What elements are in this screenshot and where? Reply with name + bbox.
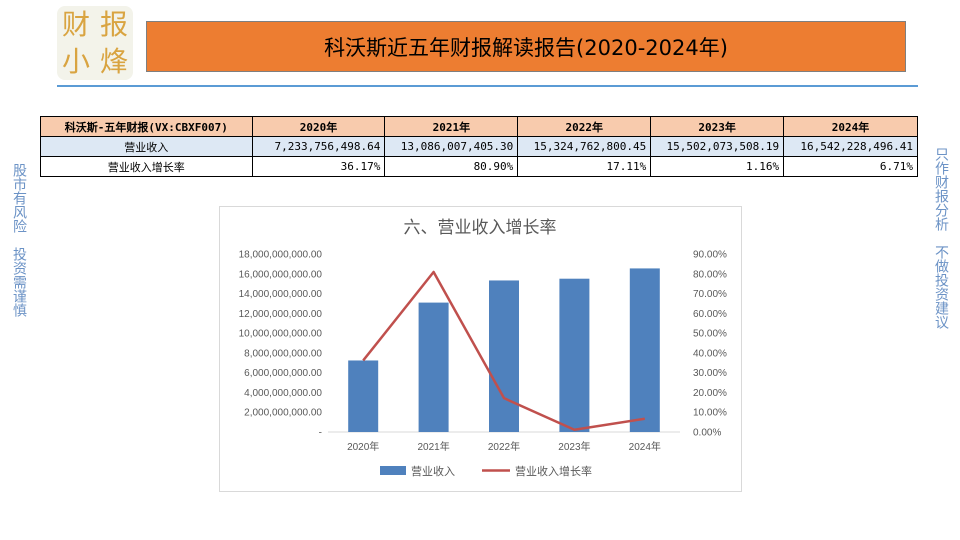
bar [559,278,590,432]
y2-tick-label: 20.00% [693,388,727,399]
year-header: 2020年 [251,116,386,137]
x-tick-label: 2021年 [417,440,449,453]
y-tick-label: 8,000,000,000.00 [244,348,322,359]
y-tick-label: 10,000,000,000.00 [239,329,323,340]
logo-char: 报 [99,7,128,41]
y2-tick-label: 40.00% [693,348,727,359]
table-cell: 13,086,007,405.30 [384,136,519,157]
y-tick-label: 12,000,000,000.00 [239,309,323,320]
y2-tick-label: 90.00% [693,250,727,261]
table-corner: 科沃斯-五年财报(VX:CBXF007) [40,116,253,137]
year-header: 2022年 [517,116,652,137]
chart-title: 六、营业收入增长率 [404,218,557,238]
y-tick-label: 16,000,000,000.00 [239,269,323,280]
table-header-row: 科沃斯-五年财报(VX:CBXF007) 2020年 2021年 2022年 2… [40,116,918,137]
y2-tick-label: 70.00% [693,289,727,300]
page-title: 科沃斯近五年财报解读报告(2020-2024年) [146,21,906,72]
x-tick-label: 2022年 [488,440,520,453]
y-tick-label: 14,000,000,000.00 [239,289,323,300]
row-label: 营业收入 [40,136,253,157]
bar [629,268,660,432]
bar [489,280,519,432]
x-tick-label: 2023年 [558,440,590,453]
y2-tick-label: 50.00% [693,329,727,340]
logo-char: 小 [61,44,90,78]
row-label: 营业收入增长率 [40,156,253,177]
header-divider [57,85,918,87]
year-header: 2023年 [650,116,785,137]
y-tick-label: 6,000,000,000.00 [244,368,322,379]
table-row: 营业收入增长率 36.17% 80.90% 17.11% 1.16% 6.71% [40,156,918,177]
table-cell: 7,233,756,498.64 [251,136,386,157]
side-note-left: 股市有风险 投资需谨慎 [11,163,27,317]
y-tick-label: 2,000,000,000.00 [244,408,322,419]
x-tick-label: 2024年 [629,440,661,453]
year-header: 2024年 [783,116,918,137]
combo-chart: 六、营业收入增长率 - 2,000,000,000.00 4,000,000,000… [239,218,727,478]
chart-container: 六、营业收入增长率 - 2,000,000,000.00 4,000,000,000… [219,206,742,492]
table-cell: 16,542,228,496.41 [783,136,918,157]
table-cell: 80.90% [384,156,519,177]
legend-label: 营业收入增长率 [515,464,592,478]
legend-swatch-bar [380,466,406,475]
y2-tick-label: 10.00% [693,408,727,419]
legend-label: 营业收入 [411,464,455,478]
table-cell: 15,324,762,800.45 [517,136,652,157]
y2-tick-label: 0.00% [693,428,721,439]
year-header: 2021年 [384,116,519,137]
y-tick-label: 4,000,000,000.00 [244,388,322,399]
table-cell: 17.11% [517,156,652,177]
side-note-right: 只作财报分析 不做投资建议 [933,147,949,329]
bar [348,360,379,432]
table-cell: 15,502,073,508.19 [650,136,785,157]
y2-tick-label: 60.00% [693,309,727,320]
logo-char: 财 [61,7,90,41]
table-cell: 1.16% [650,156,785,177]
x-tick-label: 2020年 [347,440,379,453]
y-tick-label: - [319,428,322,439]
financial-table: 科沃斯-五年财报(VX:CBXF007) 2020年 2021年 2022年 2… [40,116,918,177]
bar [418,302,449,432]
table-cell: 36.17% [251,156,386,177]
y2-tick-label: 80.00% [693,269,727,280]
y-tick-label: 18,000,000,000.00 [239,250,323,261]
y2-tick-label: 30.00% [693,368,727,379]
table-row: 营业收入 7,233,756,498.64 13,086,007,405.30 … [40,136,918,157]
table-cell: 6.71% [783,156,918,177]
logo: 财 报 小 烽 [57,6,133,80]
logo-char: 烽 [99,44,128,78]
